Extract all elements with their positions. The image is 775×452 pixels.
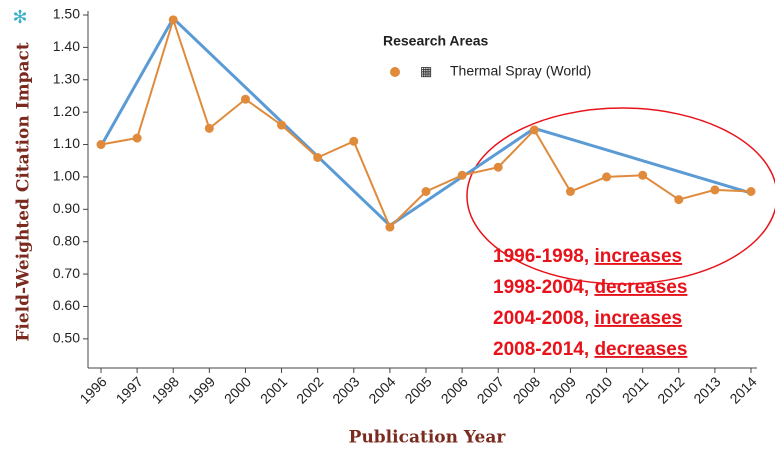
data-point <box>674 195 684 205</box>
y-tick-label: 0.50 <box>53 330 80 346</box>
x-tick-label: 2004 <box>365 373 398 406</box>
data-point <box>529 125 539 135</box>
y-tick-label: 1.50 <box>53 6 80 22</box>
x-tick-label: 2003 <box>329 373 362 406</box>
data-point <box>457 170 467 180</box>
data-point <box>277 120 287 130</box>
y-tick-label: 0.80 <box>53 232 80 248</box>
y-tick-label: 1.40 <box>53 38 80 54</box>
x-tick-label: 2005 <box>401 373 434 406</box>
series-line <box>100 16 752 229</box>
data-point <box>385 222 395 232</box>
x-tick-label: 1997 <box>113 373 146 406</box>
x-tick-label: 2008 <box>510 373 543 406</box>
x-axis-title: Publication Year <box>349 428 507 448</box>
data-point <box>132 133 142 143</box>
y-tick-label: 1.10 <box>53 135 80 151</box>
x-tick-label: 2011 <box>619 373 652 406</box>
highlight-ellipse <box>466 107 775 285</box>
logo-icon: ✻ <box>12 7 27 27</box>
y-tick-label: 1.20 <box>53 103 80 119</box>
annotation-emphasis: decreases <box>594 277 687 298</box>
x-tick-label: 2000 <box>221 373 254 406</box>
legend-title: Research Areas <box>383 33 489 49</box>
x-tick-label: 2002 <box>293 373 326 406</box>
y-tick-label: 0.60 <box>53 297 80 313</box>
x-tick-label: 2012 <box>654 373 687 406</box>
data-point <box>746 187 756 196</box>
y-tick-label: 0.70 <box>53 265 80 281</box>
data-point <box>96 140 106 150</box>
annotation-emphasis: decreases <box>594 339 687 360</box>
annotation: 1996-1998, increases <box>493 246 682 267</box>
x-tick-label: 2013 <box>690 373 723 406</box>
x-tick-label: 2007 <box>474 373 507 406</box>
data-point <box>168 15 178 25</box>
data-point <box>313 152 323 162</box>
legend-label: Thermal Spray (World) <box>450 63 591 79</box>
annotation: 1998-2004, decreases <box>493 277 687 298</box>
data-point <box>565 187 575 196</box>
annotation-emphasis: increases <box>594 308 682 329</box>
annotation-text: 2004-2008, <box>493 308 589 329</box>
annotation: 2008-2014, decreases <box>493 339 687 360</box>
y-axis-title: Field-Weighted Citation Impact <box>14 42 34 341</box>
annotation-emphasis: increases <box>594 246 682 267</box>
legend-marker <box>390 67 400 77</box>
x-tick-label: 2001 <box>257 373 290 406</box>
x-tick-label: 2006 <box>438 373 471 406</box>
data-point <box>240 94 250 104</box>
x-tick-label: 2009 <box>546 373 579 406</box>
x-tick-label: 1996 <box>76 373 109 406</box>
y-tick-label: 1.00 <box>53 168 80 184</box>
x-tick-label: 2014 <box>726 373 759 406</box>
data-point <box>493 162 503 172</box>
annotation: 2004-2008, increases <box>493 308 682 329</box>
x-tick-label: 1998 <box>149 373 182 406</box>
x-tick-label: 2010 <box>582 373 615 406</box>
y-tick-label: 1.30 <box>53 70 80 86</box>
annotation-text: 1996-1998, <box>493 246 589 267</box>
data-point <box>349 136 359 146</box>
data-point <box>602 172 612 182</box>
annotation-text: 2008-2014, <box>493 339 589 360</box>
data-point <box>638 170 648 180</box>
x-tick-label: 1999 <box>185 373 218 406</box>
y-tick-label: 0.90 <box>53 200 80 216</box>
legend-icon: ▦ <box>420 63 432 78</box>
data-point <box>204 123 214 133</box>
data-point <box>421 187 431 196</box>
data-point <box>710 185 720 195</box>
annotation-text: 1998-2004, <box>493 277 589 298</box>
